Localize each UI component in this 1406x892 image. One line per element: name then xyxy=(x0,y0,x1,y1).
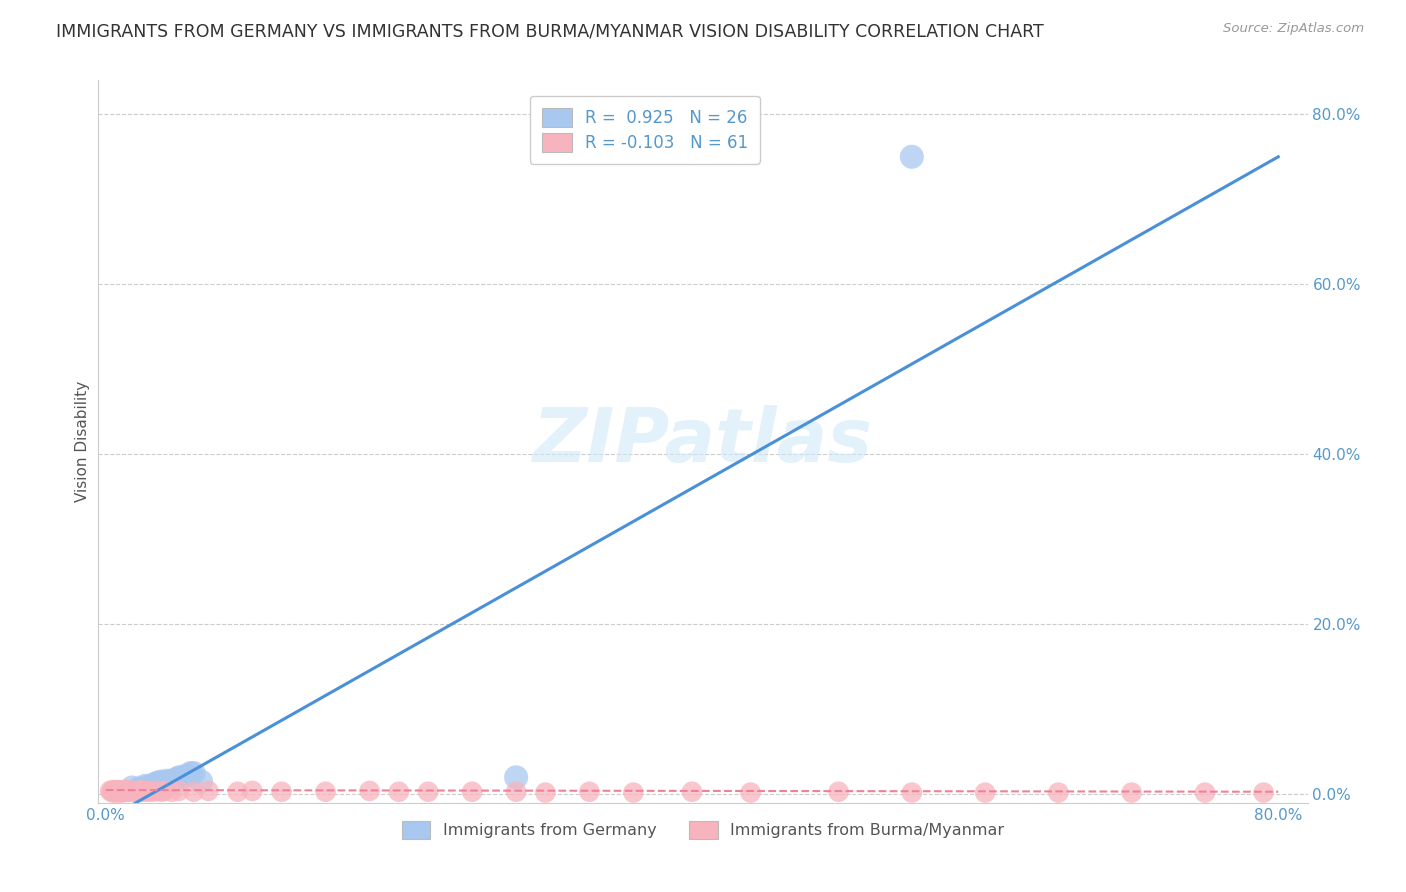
Point xyxy=(1121,786,1143,800)
Point xyxy=(112,783,135,797)
Point xyxy=(136,780,159,794)
Point xyxy=(101,786,124,800)
Point xyxy=(160,776,183,790)
Point xyxy=(131,783,153,797)
Point xyxy=(98,784,121,798)
Point xyxy=(107,786,129,800)
Point xyxy=(111,786,134,800)
Point xyxy=(1047,786,1070,800)
Point xyxy=(197,784,219,798)
Point xyxy=(105,783,128,797)
Point xyxy=(1253,786,1275,800)
Point xyxy=(165,772,187,786)
Point xyxy=(138,784,160,798)
Point xyxy=(270,785,292,799)
Point xyxy=(101,783,124,797)
Point xyxy=(152,779,174,793)
Point xyxy=(901,150,924,164)
Point xyxy=(901,786,924,800)
Point xyxy=(117,783,139,797)
Point xyxy=(150,774,173,789)
Point xyxy=(388,785,411,799)
Point xyxy=(117,785,139,799)
Point xyxy=(148,775,170,789)
Point xyxy=(176,769,198,783)
Point xyxy=(240,784,263,798)
Point xyxy=(142,785,165,799)
Point xyxy=(114,785,136,799)
Point xyxy=(100,785,122,799)
Point xyxy=(132,784,155,798)
Text: ZIPatlas: ZIPatlas xyxy=(533,405,873,478)
Point xyxy=(1194,786,1216,800)
Point xyxy=(108,783,131,797)
Y-axis label: Vision Disability: Vision Disability xyxy=(75,381,90,502)
Point xyxy=(120,785,142,799)
Point xyxy=(115,784,138,798)
Point xyxy=(129,785,152,799)
Point xyxy=(505,770,527,784)
Point xyxy=(167,770,190,784)
Point xyxy=(134,779,156,793)
Point xyxy=(160,785,183,799)
Point xyxy=(112,785,135,799)
Point xyxy=(132,782,155,797)
Point xyxy=(315,785,337,799)
Point xyxy=(121,780,143,795)
Legend: Immigrants from Germany, Immigrants from Burma/Myanmar: Immigrants from Germany, Immigrants from… xyxy=(395,814,1011,846)
Point xyxy=(110,785,132,799)
Point xyxy=(135,780,157,795)
Point xyxy=(118,784,141,798)
Point xyxy=(153,784,176,798)
Point xyxy=(183,785,205,799)
Point xyxy=(143,777,166,791)
Point xyxy=(103,784,125,798)
Point xyxy=(974,786,997,800)
Point xyxy=(114,784,136,798)
Text: IMMIGRANTS FROM GERMANY VS IMMIGRANTS FROM BURMA/MYANMAR VISION DISABILITY CORRE: IMMIGRANTS FROM GERMANY VS IMMIGRANTS FR… xyxy=(56,22,1045,40)
Point xyxy=(827,785,849,799)
Point xyxy=(142,781,165,796)
Text: Source: ZipAtlas.com: Source: ZipAtlas.com xyxy=(1223,22,1364,36)
Point xyxy=(111,784,134,798)
Point xyxy=(183,766,205,780)
Point xyxy=(146,776,169,790)
Point xyxy=(128,781,150,796)
Point xyxy=(110,784,132,798)
Point xyxy=(146,784,169,798)
Point xyxy=(418,785,440,799)
Point xyxy=(681,785,703,799)
Point xyxy=(578,785,600,799)
Point xyxy=(461,785,484,799)
Point xyxy=(359,784,381,798)
Point xyxy=(534,786,557,800)
Point xyxy=(740,786,762,800)
Point xyxy=(150,785,173,799)
Point xyxy=(107,784,129,798)
Point xyxy=(505,785,527,799)
Point xyxy=(124,785,146,799)
Point xyxy=(190,774,212,789)
Point xyxy=(127,784,149,798)
Point xyxy=(170,770,193,784)
Point xyxy=(226,785,249,799)
Point xyxy=(167,784,190,798)
Point xyxy=(156,773,179,788)
Point xyxy=(180,766,202,780)
Point xyxy=(121,784,143,798)
Point xyxy=(105,785,128,799)
Point xyxy=(127,783,149,797)
Point xyxy=(159,774,181,789)
Point xyxy=(621,786,644,800)
Point xyxy=(135,785,157,799)
Point xyxy=(108,785,131,799)
Point xyxy=(162,773,184,788)
